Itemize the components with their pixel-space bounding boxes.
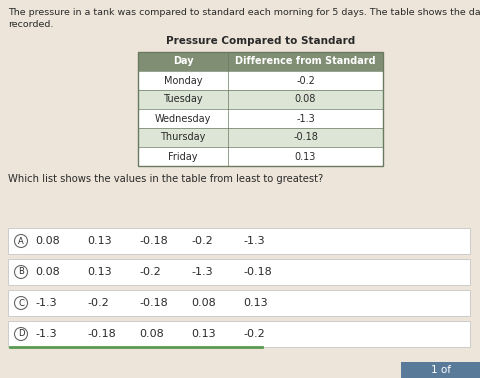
FancyBboxPatch shape (8, 259, 469, 285)
Text: 1 of: 1 of (430, 365, 450, 375)
Text: -0.2: -0.2 (87, 298, 108, 308)
Text: -0.2: -0.2 (296, 76, 314, 85)
Text: -1.3: -1.3 (35, 329, 57, 339)
Text: -0.18: -0.18 (242, 267, 271, 277)
FancyBboxPatch shape (138, 128, 382, 147)
Text: 0.13: 0.13 (87, 236, 111, 246)
FancyBboxPatch shape (138, 90, 382, 109)
Text: -0.18: -0.18 (139, 236, 168, 246)
Circle shape (14, 234, 27, 248)
Text: Wednesday: Wednesday (155, 113, 211, 124)
Text: -1.3: -1.3 (35, 298, 57, 308)
Text: 0.08: 0.08 (294, 94, 315, 104)
Text: Friday: Friday (168, 152, 197, 161)
Text: 0.08: 0.08 (191, 298, 216, 308)
Text: -0.2: -0.2 (191, 236, 212, 246)
Text: 0.13: 0.13 (87, 267, 111, 277)
Text: Day: Day (172, 56, 193, 67)
Text: -1.3: -1.3 (242, 236, 264, 246)
Text: Monday: Monday (163, 76, 202, 85)
Circle shape (14, 265, 27, 279)
Text: 0.08: 0.08 (139, 329, 163, 339)
Text: -0.18: -0.18 (87, 329, 116, 339)
FancyBboxPatch shape (8, 290, 469, 316)
Circle shape (14, 327, 27, 341)
Text: -0.2: -0.2 (242, 329, 264, 339)
Text: 0.08: 0.08 (35, 236, 60, 246)
Text: 0.13: 0.13 (242, 298, 267, 308)
Text: B: B (18, 268, 24, 276)
FancyBboxPatch shape (138, 109, 382, 128)
Text: 0.08: 0.08 (35, 267, 60, 277)
Text: Difference from Standard: Difference from Standard (235, 56, 375, 67)
Text: -0.18: -0.18 (139, 298, 168, 308)
Text: 0.13: 0.13 (191, 329, 215, 339)
Text: -0.2: -0.2 (139, 267, 160, 277)
Text: -1.3: -1.3 (191, 267, 212, 277)
FancyBboxPatch shape (400, 362, 480, 378)
Text: The pressure in a tank was compared to standard each morning for 5 days. The tab: The pressure in a tank was compared to s… (8, 8, 480, 17)
Text: -0.18: -0.18 (292, 133, 317, 143)
FancyBboxPatch shape (138, 52, 382, 71)
Text: recorded.: recorded. (8, 20, 53, 29)
Text: Tuesday: Tuesday (163, 94, 203, 104)
Text: -1.3: -1.3 (296, 113, 314, 124)
FancyBboxPatch shape (138, 147, 382, 166)
Text: Which list shows the values in the table from least to greatest?: Which list shows the values in the table… (8, 174, 323, 184)
FancyBboxPatch shape (8, 321, 469, 347)
Text: 0.13: 0.13 (294, 152, 315, 161)
Text: C: C (18, 299, 24, 307)
FancyBboxPatch shape (138, 71, 382, 90)
Text: Pressure Compared to Standard: Pressure Compared to Standard (166, 36, 354, 46)
Text: Thursday: Thursday (160, 133, 205, 143)
Text: D: D (18, 330, 24, 339)
FancyBboxPatch shape (8, 228, 469, 254)
Circle shape (14, 296, 27, 310)
Text: A: A (18, 237, 24, 245)
